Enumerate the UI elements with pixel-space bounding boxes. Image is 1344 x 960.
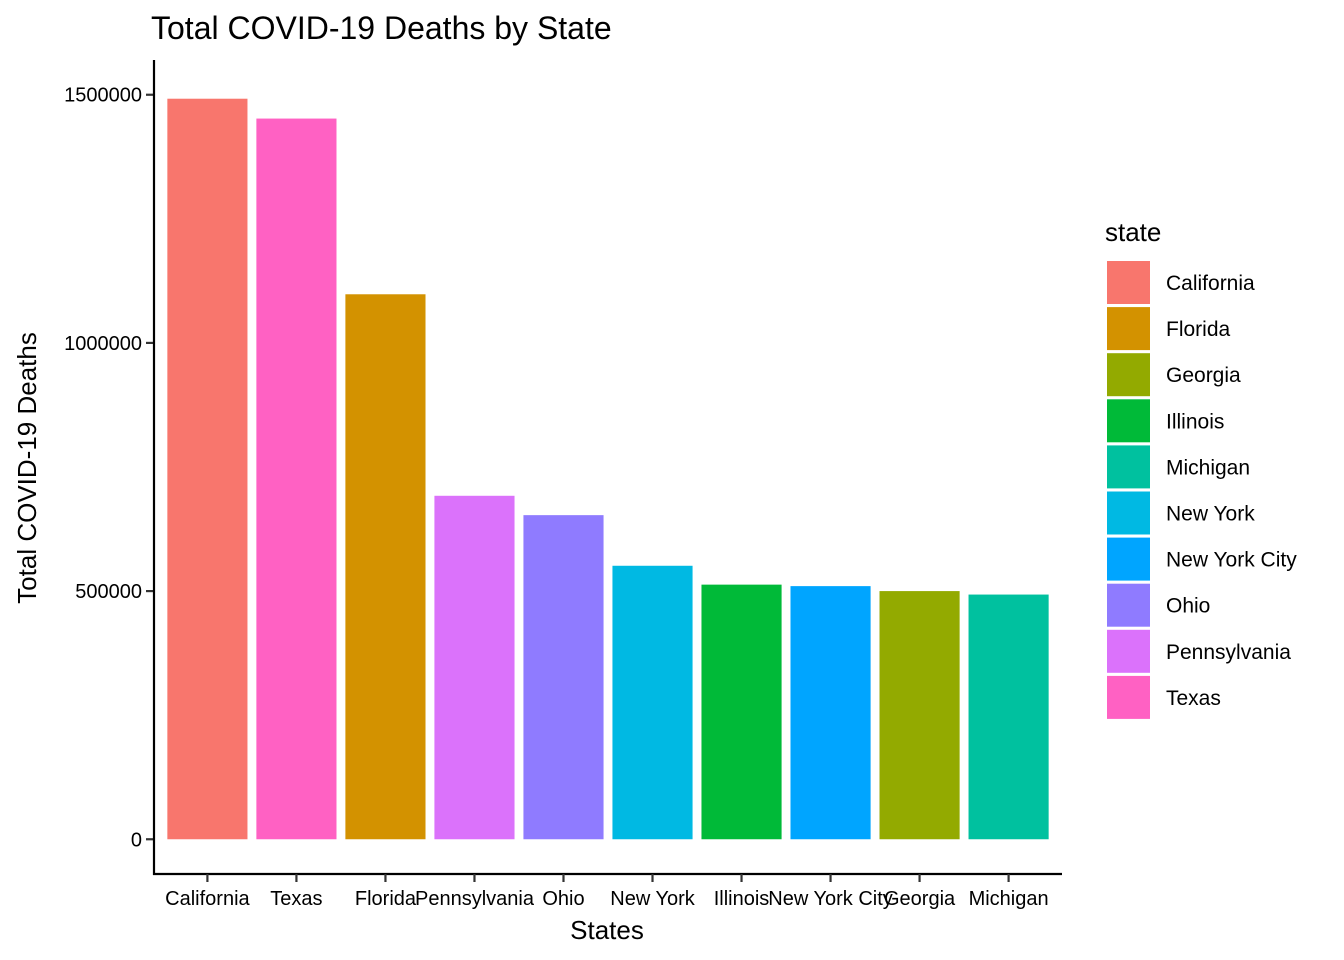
legend-label: New York City	[1166, 549, 1297, 572]
bar	[879, 591, 960, 840]
bar	[434, 495, 515, 840]
legend-swatch	[1107, 629, 1150, 673]
legend-swatch	[1107, 353, 1150, 397]
x-tick-label: Florida	[355, 888, 417, 910]
legend-label: Illinois	[1166, 410, 1224, 433]
legend-swatch	[1107, 537, 1150, 581]
legend-label: New York	[1166, 503, 1255, 526]
legend-swatch	[1107, 261, 1150, 304]
y-axis-title: Total COVID-19 Deaths	[12, 332, 42, 604]
legend: state California Florida Georgia Illinois Mi…	[1105, 217, 1297, 719]
bars	[167, 98, 1049, 840]
y-tick-label: 0	[131, 829, 142, 851]
x-tick-label: New York City	[768, 888, 893, 910]
bar	[968, 594, 1049, 840]
legend-label: Pennsylvania	[1166, 641, 1291, 664]
bar	[523, 515, 604, 840]
legend-label: Texas	[1166, 687, 1221, 710]
y-tick-label: 500000	[75, 581, 142, 603]
bar	[790, 586, 871, 840]
legend-title: state	[1105, 217, 1161, 247]
x-tick-label: Ohio	[542, 888, 584, 910]
legend-swatch	[1107, 675, 1150, 719]
bar	[256, 118, 337, 840]
x-axis-title: States	[570, 915, 644, 945]
legend-items: California Florida Georgia Illinois Michigan…	[1107, 261, 1297, 719]
x-tick-label: New York	[610, 888, 695, 910]
y-tick-label: 1000000	[64, 333, 142, 355]
x-tick-label: Pennsylvania	[415, 888, 535, 910]
legend-label: Ohio	[1166, 595, 1210, 618]
bar	[167, 98, 248, 840]
legend-label: Florida	[1166, 318, 1231, 341]
legend-swatch	[1107, 491, 1150, 535]
x-tick-label: California	[165, 888, 250, 910]
legend-label: Georgia	[1166, 364, 1241, 387]
y-axis-ticks: 0 500000 1000000 1500000	[64, 85, 154, 851]
legend-swatch	[1107, 445, 1150, 489]
chart-title: Total COVID-19 Deaths by State	[151, 10, 612, 46]
x-tick-label: Illinois	[714, 888, 770, 910]
legend-swatch	[1107, 399, 1150, 443]
x-tick-label: Michigan	[969, 888, 1049, 910]
x-tick-label: Texas	[270, 888, 322, 910]
bar	[345, 294, 426, 840]
bar	[701, 584, 782, 840]
bar	[612, 565, 693, 840]
x-tick-label: Georgia	[884, 888, 956, 910]
legend-swatch	[1107, 583, 1150, 627]
legend-label: Michigan	[1166, 456, 1250, 479]
legend-swatch	[1107, 307, 1150, 351]
y-tick-label: 1500000	[64, 85, 142, 107]
legend-label: California	[1166, 272, 1255, 295]
